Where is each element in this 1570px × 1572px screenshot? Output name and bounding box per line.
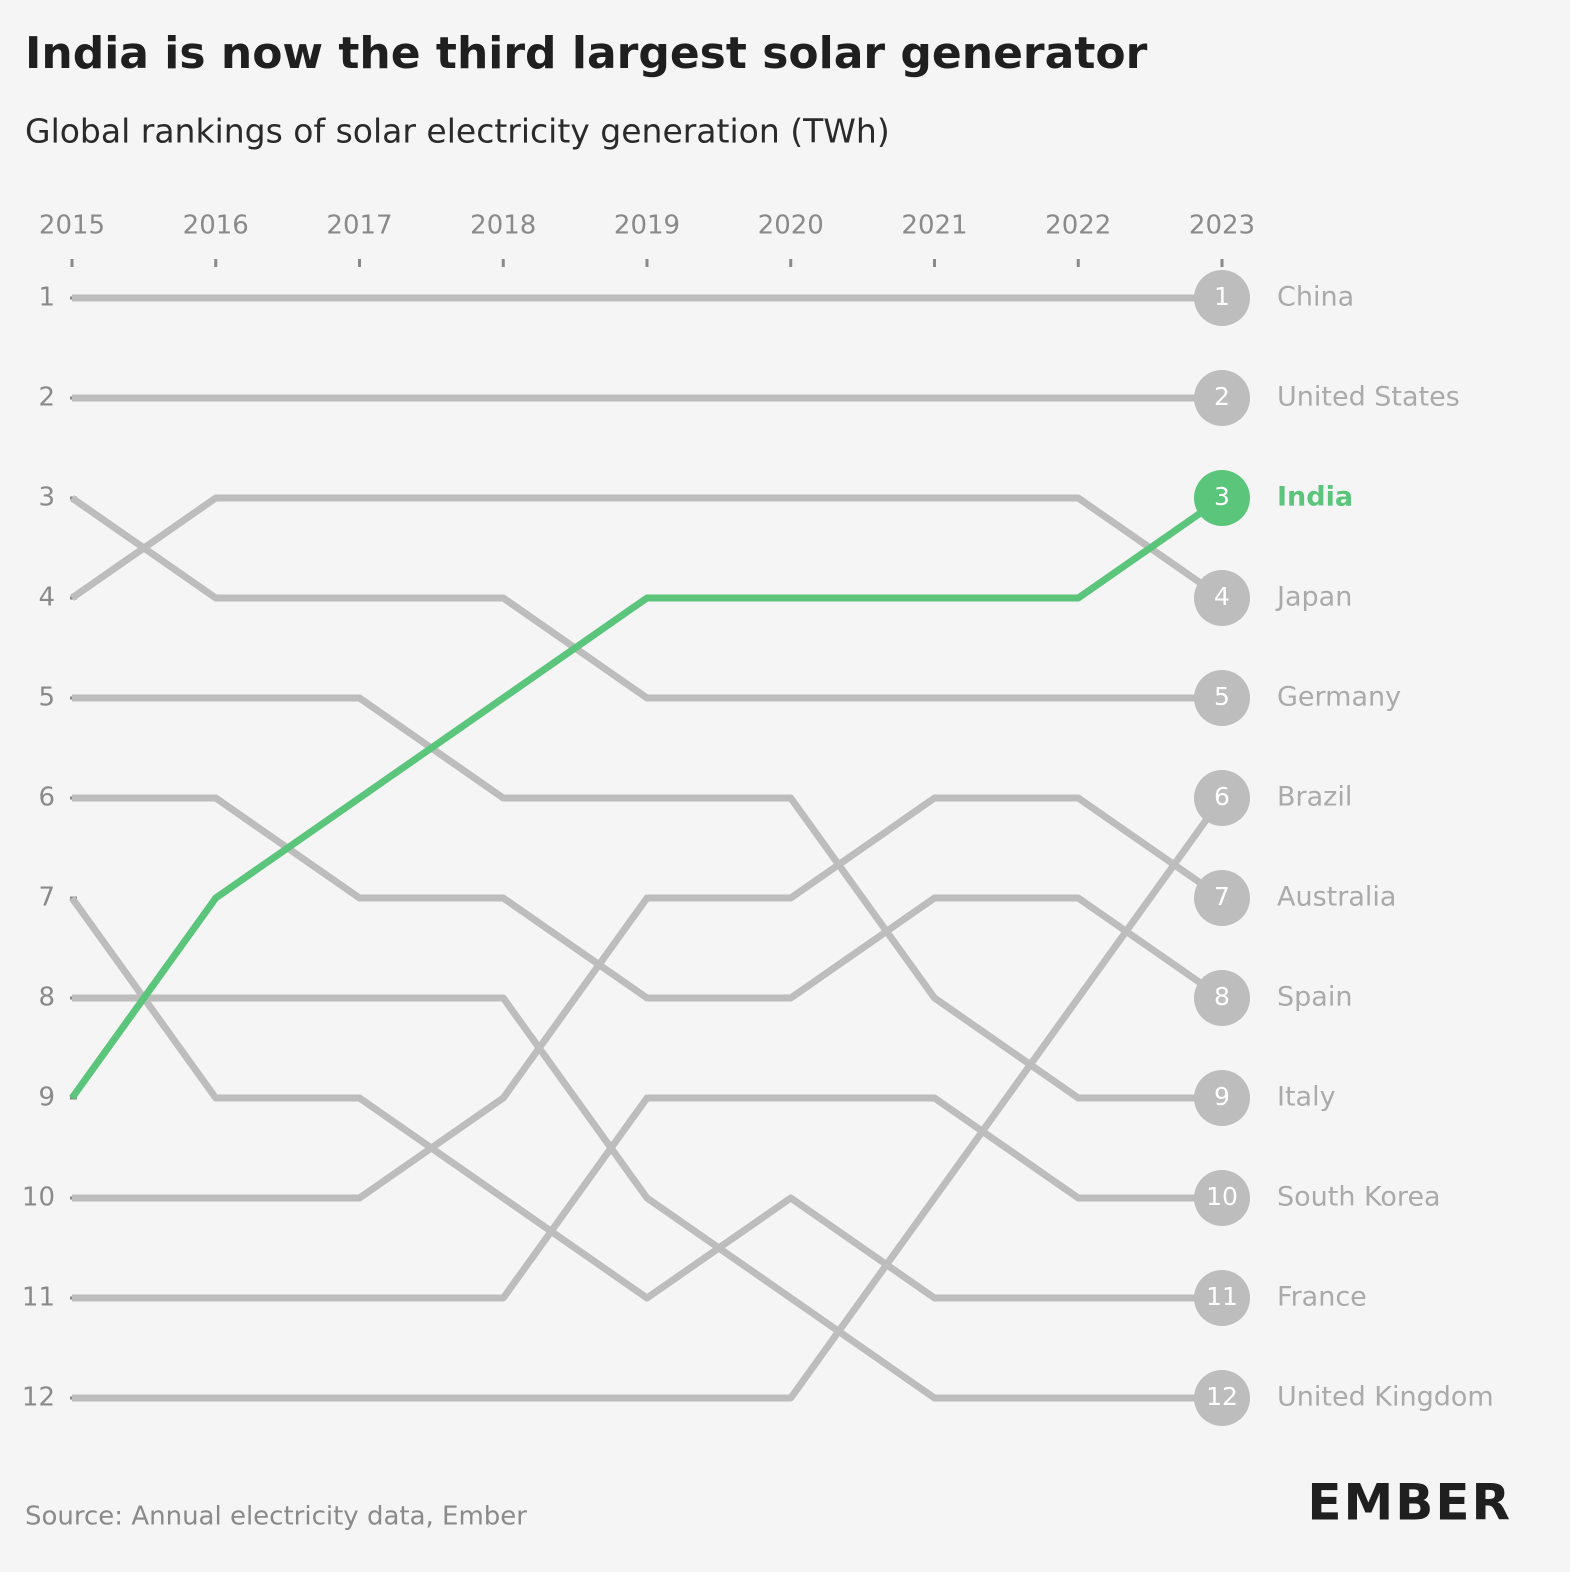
end-marker <box>1194 570 1250 626</box>
series-line <box>72 694 1222 1102</box>
series-label: South Korea <box>1277 1182 1441 1213</box>
end-marker <box>1194 770 1250 826</box>
end-marker <box>1194 1270 1250 1326</box>
x-tick-label: 2019 <box>614 211 680 241</box>
end-rank-label: 3 <box>1214 482 1230 511</box>
y-tick-label: 5 <box>38 683 55 713</box>
y-tick-label: 10 <box>22 1183 55 1213</box>
y-tick-label: 8 <box>38 983 55 1013</box>
brand-logo: EMBER <box>1307 1474 1512 1532</box>
x-tick-label: 2015 <box>39 211 105 241</box>
end-rank-label: 6 <box>1214 782 1230 811</box>
series-line <box>69 895 1222 1302</box>
y-tick-label: 1 <box>38 283 55 313</box>
series-label: Australia <box>1277 882 1396 913</box>
chart-title: India is now the third largest solar gen… <box>25 28 1148 79</box>
end-rank-label: 12 <box>1206 1382 1238 1411</box>
x-tick-label: 2021 <box>901 211 967 241</box>
end-marker <box>1194 270 1250 326</box>
end-marker <box>1194 1070 1250 1126</box>
series-line <box>70 495 1222 702</box>
series-label: United Kingdom <box>1277 1382 1494 1413</box>
end-marker <box>1194 970 1250 1026</box>
end-rank-label: 10 <box>1206 1182 1238 1211</box>
y-tick-label: 7 <box>38 883 55 913</box>
end-marker <box>1194 870 1250 926</box>
end-marker <box>1194 370 1250 426</box>
series-line <box>72 1094 1222 1302</box>
x-tick-label: 2022 <box>1045 211 1111 241</box>
series-label: Japan <box>1275 582 1352 613</box>
x-tick-label: 2018 <box>470 211 536 241</box>
series-label: France <box>1277 1282 1367 1313</box>
series-line <box>72 794 1224 1202</box>
series-label: Italy <box>1277 1082 1336 1113</box>
series-label: Brazil <box>1277 782 1352 813</box>
y-tick-label: 2 <box>38 383 55 413</box>
x-tick-label: 2020 <box>758 211 824 241</box>
series-line <box>72 794 1224 1002</box>
end-rank-label: 11 <box>1206 1282 1238 1311</box>
series-label: Germany <box>1277 682 1401 713</box>
series-label: India <box>1277 482 1353 513</box>
y-tick-label: 4 <box>38 583 55 613</box>
end-rank-label: 1 <box>1214 282 1230 311</box>
end-rank-label: 7 <box>1214 882 1230 911</box>
end-marker <box>1194 470 1250 526</box>
series-label: Spain <box>1277 982 1352 1013</box>
end-marker <box>1194 1370 1250 1426</box>
end-rank-label: 9 <box>1214 1082 1230 1111</box>
y-tick-label: 9 <box>38 1083 55 1113</box>
end-marker <box>1194 670 1250 726</box>
end-rank-label: 5 <box>1214 682 1230 711</box>
y-tick-label: 3 <box>38 483 55 513</box>
x-tick-label: 2023 <box>1189 211 1255 241</box>
y-tick-label: 6 <box>38 783 55 813</box>
end-marker <box>1194 1170 1250 1226</box>
series-line <box>70 494 1224 601</box>
end-rank-label: 4 <box>1214 582 1230 611</box>
chart-subtitle: Global rankings of solar electricity gen… <box>25 112 890 151</box>
series-label: United States <box>1277 382 1460 413</box>
y-tick-label: 12 <box>22 1383 55 1413</box>
series-line <box>72 994 1222 1402</box>
x-tick-label: 2016 <box>183 211 249 241</box>
series-line <box>69 495 1224 1101</box>
x-tick-label: 2017 <box>326 211 392 241</box>
series-label: China <box>1277 282 1354 313</box>
end-rank-label: 2 <box>1214 382 1230 411</box>
y-tick-label: 11 <box>22 1283 55 1313</box>
source: Source: Annual electricity data, Ember <box>25 1502 527 1532</box>
end-rank-label: 8 <box>1214 982 1230 1011</box>
